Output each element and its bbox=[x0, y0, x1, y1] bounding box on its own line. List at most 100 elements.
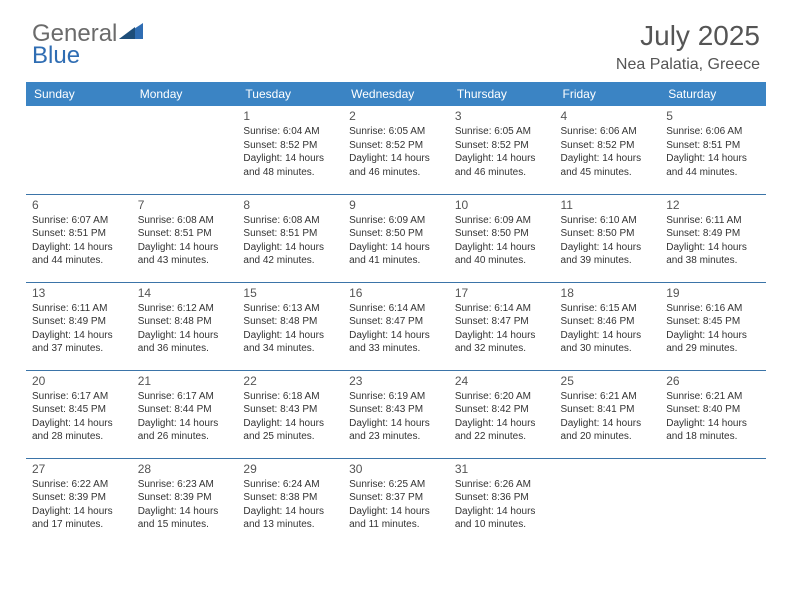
sunrise-line: Sunrise: 6:06 AM bbox=[666, 126, 742, 137]
calendar-day-cell: 11Sunrise: 6:10 AMSunset: 8:50 PMDayligh… bbox=[555, 194, 661, 282]
day-number: 10 bbox=[455, 198, 549, 212]
sunrise-line: Sunrise: 6:04 AM bbox=[243, 126, 319, 137]
sunrise-line: Sunrise: 6:24 AM bbox=[243, 479, 319, 490]
calendar-day-cell: 16Sunrise: 6:14 AMSunset: 8:47 PMDayligh… bbox=[343, 282, 449, 370]
daylight-line: Daylight: 14 hours and 30 minutes. bbox=[561, 330, 642, 355]
sunset-line: Sunset: 8:36 PM bbox=[455, 492, 529, 503]
calendar-body: 1Sunrise: 6:04 AMSunset: 8:52 PMDaylight… bbox=[26, 106, 766, 546]
day-info: Sunrise: 6:16 AMSunset: 8:45 PMDaylight:… bbox=[666, 302, 760, 356]
calendar-empty-cell bbox=[132, 106, 238, 194]
sunset-line: Sunset: 8:39 PM bbox=[138, 492, 212, 503]
day-info: Sunrise: 6:08 AMSunset: 8:51 PMDaylight:… bbox=[243, 214, 337, 268]
calendar-week-row: 20Sunrise: 6:17 AMSunset: 8:45 PMDayligh… bbox=[26, 370, 766, 458]
day-info: Sunrise: 6:20 AMSunset: 8:42 PMDaylight:… bbox=[455, 390, 549, 444]
sunset-line: Sunset: 8:42 PM bbox=[455, 404, 529, 415]
sunset-line: Sunset: 8:51 PM bbox=[243, 228, 317, 239]
sunset-line: Sunset: 8:45 PM bbox=[32, 404, 106, 415]
calendar-empty-cell bbox=[660, 458, 766, 546]
calendar-day-cell: 8 Sunrise: 6:08 AMSunset: 8:51 PMDaylight… bbox=[237, 194, 343, 282]
day-info: Sunrise: 6:24 AM Sunset: 8:38 PM Daylight:… bbox=[243, 478, 337, 532]
day-number: 26 bbox=[666, 374, 760, 388]
day-info: Sunrise: 6:23 AMSunset: 8:39 PMDaylight:… bbox=[138, 478, 232, 532]
calendar-week-row: 1Sunrise: 6:04 AMSunset: 8:52 PMDaylight… bbox=[26, 106, 766, 194]
calendar-day-cell: 2Sunrise: 6:05 AMSunset: 8:52 PMDaylight… bbox=[343, 106, 449, 194]
daylight-line: Daylight: 14 hours and 36 minutes. bbox=[138, 330, 219, 355]
daylight-line: Daylight: 14 hours and 29 minutes. bbox=[666, 330, 747, 355]
calendar-day-cell: 28Sunrise: 6:23 AMSunset: 8:39 PMDayligh… bbox=[132, 458, 238, 546]
day-info: Sunrise: 6:07 AMSunset: 8:51 PMDaylight:… bbox=[32, 214, 126, 268]
calendar-day-cell: 29 Sunrise: 6:24 AM Sunset: 8:38 PM Dayligh… bbox=[237, 458, 343, 546]
sunrise-line: Sunrise: 6:26 AM bbox=[455, 479, 531, 490]
daylight-line: Daylight: 14 hours and 38 minutes. bbox=[666, 242, 747, 267]
sunrise-line: Sunrise: 6:23 AM bbox=[138, 479, 214, 490]
calendar-day-cell: 24Sunrise: 6:20 AMSunset: 8:42 PMDayligh… bbox=[449, 370, 555, 458]
daylight-line: Daylight: 14 hours and 32 minutes. bbox=[455, 330, 536, 355]
day-info: Sunrise: 6:17 AMSunset: 8:45 PMDaylight:… bbox=[32, 390, 126, 444]
daylight-line: Daylight: 14 hours and 10 minutes. bbox=[455, 506, 536, 531]
calendar-day-cell: 30Sunrise: 6:25 AMSunset: 8:37 PMDayligh… bbox=[343, 458, 449, 546]
calendar-table: SundayMondayTuesdayWednesdayThursdayFrid… bbox=[26, 82, 766, 546]
day-info: Sunrise: 6:13 AMSunset: 8:48 PMDaylight:… bbox=[243, 302, 337, 356]
calendar-day-cell: 21Sunrise: 6:17 AMSunset: 8:44 PMDayligh… bbox=[132, 370, 238, 458]
day-info: Sunrise: 6:09 AMSunset: 8:50 PMDaylight:… bbox=[349, 214, 443, 268]
day-info: Sunrise: 6:25 AMSunset: 8:37 PMDaylight:… bbox=[349, 478, 443, 532]
sunrise-line: Sunrise: 6:14 AM bbox=[455, 303, 531, 314]
calendar-day-cell: 20Sunrise: 6:17 AMSunset: 8:45 PMDayligh… bbox=[26, 370, 132, 458]
header: GeneralBlue July 2025 Nea Palatia, Greec… bbox=[0, 0, 792, 82]
sunset-line: Sunset: 8:52 PM bbox=[561, 140, 635, 151]
sunrise-line: Sunrise: 6:08 AM bbox=[138, 215, 214, 226]
calendar-day-cell: 15Sunrise: 6:13 AMSunset: 8:48 PMDayligh… bbox=[237, 282, 343, 370]
day-number: 5 bbox=[666, 109, 760, 123]
day-info: Sunrise: 6:06 AMSunset: 8:52 PMDaylight:… bbox=[561, 125, 655, 179]
day-number: 19 bbox=[666, 286, 760, 300]
sunset-line: Sunset: 8:44 PM bbox=[138, 404, 212, 415]
day-number: 6 bbox=[32, 198, 126, 212]
day-header: Saturday bbox=[660, 82, 766, 106]
page-title: July 2025 bbox=[616, 20, 760, 52]
daylight-line: Daylight: 14 hours and 37 minutes. bbox=[32, 330, 113, 355]
sunset-line: Sunset: 8:43 PM bbox=[243, 404, 317, 415]
day-number: 8 bbox=[243, 198, 337, 212]
day-header: Sunday bbox=[26, 82, 132, 106]
day-number: 29 bbox=[243, 462, 337, 476]
sunrise-line: Sunrise: 6:09 AM bbox=[455, 215, 531, 226]
day-info: Sunrise: 6:05 AMSunset: 8:52 PMDaylight:… bbox=[349, 125, 443, 179]
daylight-line: Daylight: 14 hours and 41 minutes. bbox=[349, 242, 430, 267]
sunrise-line: Sunrise: 6:07 AM bbox=[32, 215, 108, 226]
day-header: Monday bbox=[132, 82, 238, 106]
calendar-day-cell: 1 Sunrise: 6:04 AMSunset: 8:52 PMDaylight… bbox=[237, 106, 343, 194]
sunset-line: Sunset: 8:49 PM bbox=[666, 228, 740, 239]
daylight-line: Daylight: 14 hours and 23 minutes. bbox=[349, 418, 430, 443]
day-info: Sunrise: 6:21 AMSunset: 8:40 PMDaylight:… bbox=[666, 390, 760, 444]
day-info: Sunrise: 6:06 AMSunset: 8:51 PMDaylight:… bbox=[666, 125, 760, 179]
sunrise-line: Sunrise: 6:21 AM bbox=[561, 391, 637, 402]
daylight-line: Daylight: 14 hours and 46 minutes. bbox=[349, 153, 430, 178]
calendar-day-cell: 18Sunrise: 6:15 AMSunset: 8:46 PMDayligh… bbox=[555, 282, 661, 370]
sunset-line: Sunset: 8:52 PM bbox=[455, 140, 529, 151]
sunset-line: Sunset: 8:46 PM bbox=[561, 316, 635, 327]
day-header: Tuesday bbox=[237, 82, 343, 106]
day-number: 4 bbox=[561, 109, 655, 123]
daylight-line: Daylight: 14 hours and 42 minutes. bbox=[243, 242, 324, 267]
daylight-line: Daylight: 14 hours and 44 minutes. bbox=[666, 153, 747, 178]
day-number: 1 bbox=[243, 109, 337, 123]
daylight-line: Daylight: 14 hours and 28 minutes. bbox=[32, 418, 113, 443]
calendar-day-cell: 31Sunrise: 6:26 AMSunset: 8:36 PMDayligh… bbox=[449, 458, 555, 546]
calendar-day-cell: 4 Sunrise: 6:06 AMSunset: 8:52 PMDaylight… bbox=[555, 106, 661, 194]
sunrise-line: Sunrise: 6:05 AM bbox=[455, 126, 531, 137]
day-info: Sunrise: 6:08 AMSunset: 8:51 PMDaylight:… bbox=[138, 214, 232, 268]
day-info: Sunrise: 6:10 AMSunset: 8:50 PMDaylight:… bbox=[561, 214, 655, 268]
sunset-line: Sunset: 8:37 PM bbox=[349, 492, 423, 503]
day-info: Sunrise: 6:15 AMSunset: 8:46 PMDaylight:… bbox=[561, 302, 655, 356]
sunrise-line: Sunrise: 6:11 AM bbox=[32, 303, 107, 314]
daylight-line: Daylight: 14 hours and 17 minutes. bbox=[32, 506, 113, 531]
day-info: Sunrise: 6:22 AMSunset: 8:39 PMDaylight:… bbox=[32, 478, 126, 532]
daylight-line: Daylight: 14 hours and 44 minutes. bbox=[32, 242, 113, 267]
day-number: 14 bbox=[138, 286, 232, 300]
sunset-line: Sunset: 8:50 PM bbox=[561, 228, 635, 239]
daylight-line: Daylight: 14 hours and 13 minutes. bbox=[243, 506, 324, 531]
day-info: Sunrise: 6:09 AMSunset: 8:50 PMDaylight:… bbox=[455, 214, 549, 268]
sunset-line: Sunset: 8:50 PM bbox=[349, 228, 423, 239]
sunset-line: Sunset: 8:38 PM bbox=[243, 492, 317, 503]
day-info: Sunrise: 6:04 AMSunset: 8:52 PMDaylight:… bbox=[243, 125, 337, 179]
